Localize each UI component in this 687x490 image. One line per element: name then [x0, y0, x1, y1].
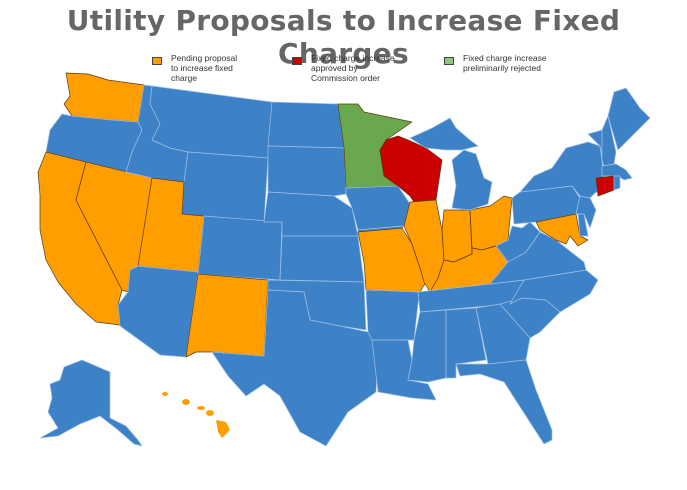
state-michigan-lower [451, 149, 493, 211]
legend-swatch-approved [292, 57, 302, 65]
state-montana [149, 85, 273, 159]
state-hawaii [162, 392, 230, 438]
legend-item-rejected: Fixed charge increase preliminarily reje… [444, 53, 573, 73]
state-alaska [39, 359, 143, 447]
state-indiana [441, 209, 473, 263]
legend-label-approved: Fixed charge increase approved by Commis… [311, 53, 395, 83]
state-wyoming [181, 151, 269, 223]
legend-swatch-rejected [444, 57, 454, 65]
state-connecticut [595, 175, 615, 197]
state-arizona [117, 265, 199, 358]
state-florida [455, 359, 553, 445]
state-arkansas [365, 289, 421, 341]
state-kansas [279, 235, 365, 283]
state-texas [211, 289, 379, 447]
legend-swatch-pending [152, 57, 162, 65]
state-maine [607, 87, 651, 151]
state-south-dakota [267, 145, 347, 197]
state-new-mexico [185, 273, 269, 358]
map-legend: Pending proposal to increase fixed charg… [0, 53, 687, 93]
state-maryland [535, 213, 589, 247]
map-title: Utility Proposals to Increase Fixed Char… [66, 4, 621, 70]
state-colorado [197, 215, 283, 281]
state-massachusetts [601, 163, 633, 181]
legend-item-approved: Fixed charge increase approved by Commis… [292, 53, 421, 83]
state-louisiana [371, 339, 437, 401]
legend-item-pending: Pending proposal to increase fixed charg… [152, 53, 281, 83]
state-north-dakota [267, 101, 345, 149]
legend-label-rejected: Fixed charge increase preliminarily reje… [463, 53, 547, 73]
state-washington [63, 72, 145, 123]
state-georgia [475, 303, 531, 365]
state-west-virginia [495, 221, 541, 263]
legend-label-pending: Pending proposal to increase fixed charg… [171, 53, 238, 83]
state-michigan-upper [409, 117, 479, 151]
state-rhode-island [613, 175, 621, 191]
